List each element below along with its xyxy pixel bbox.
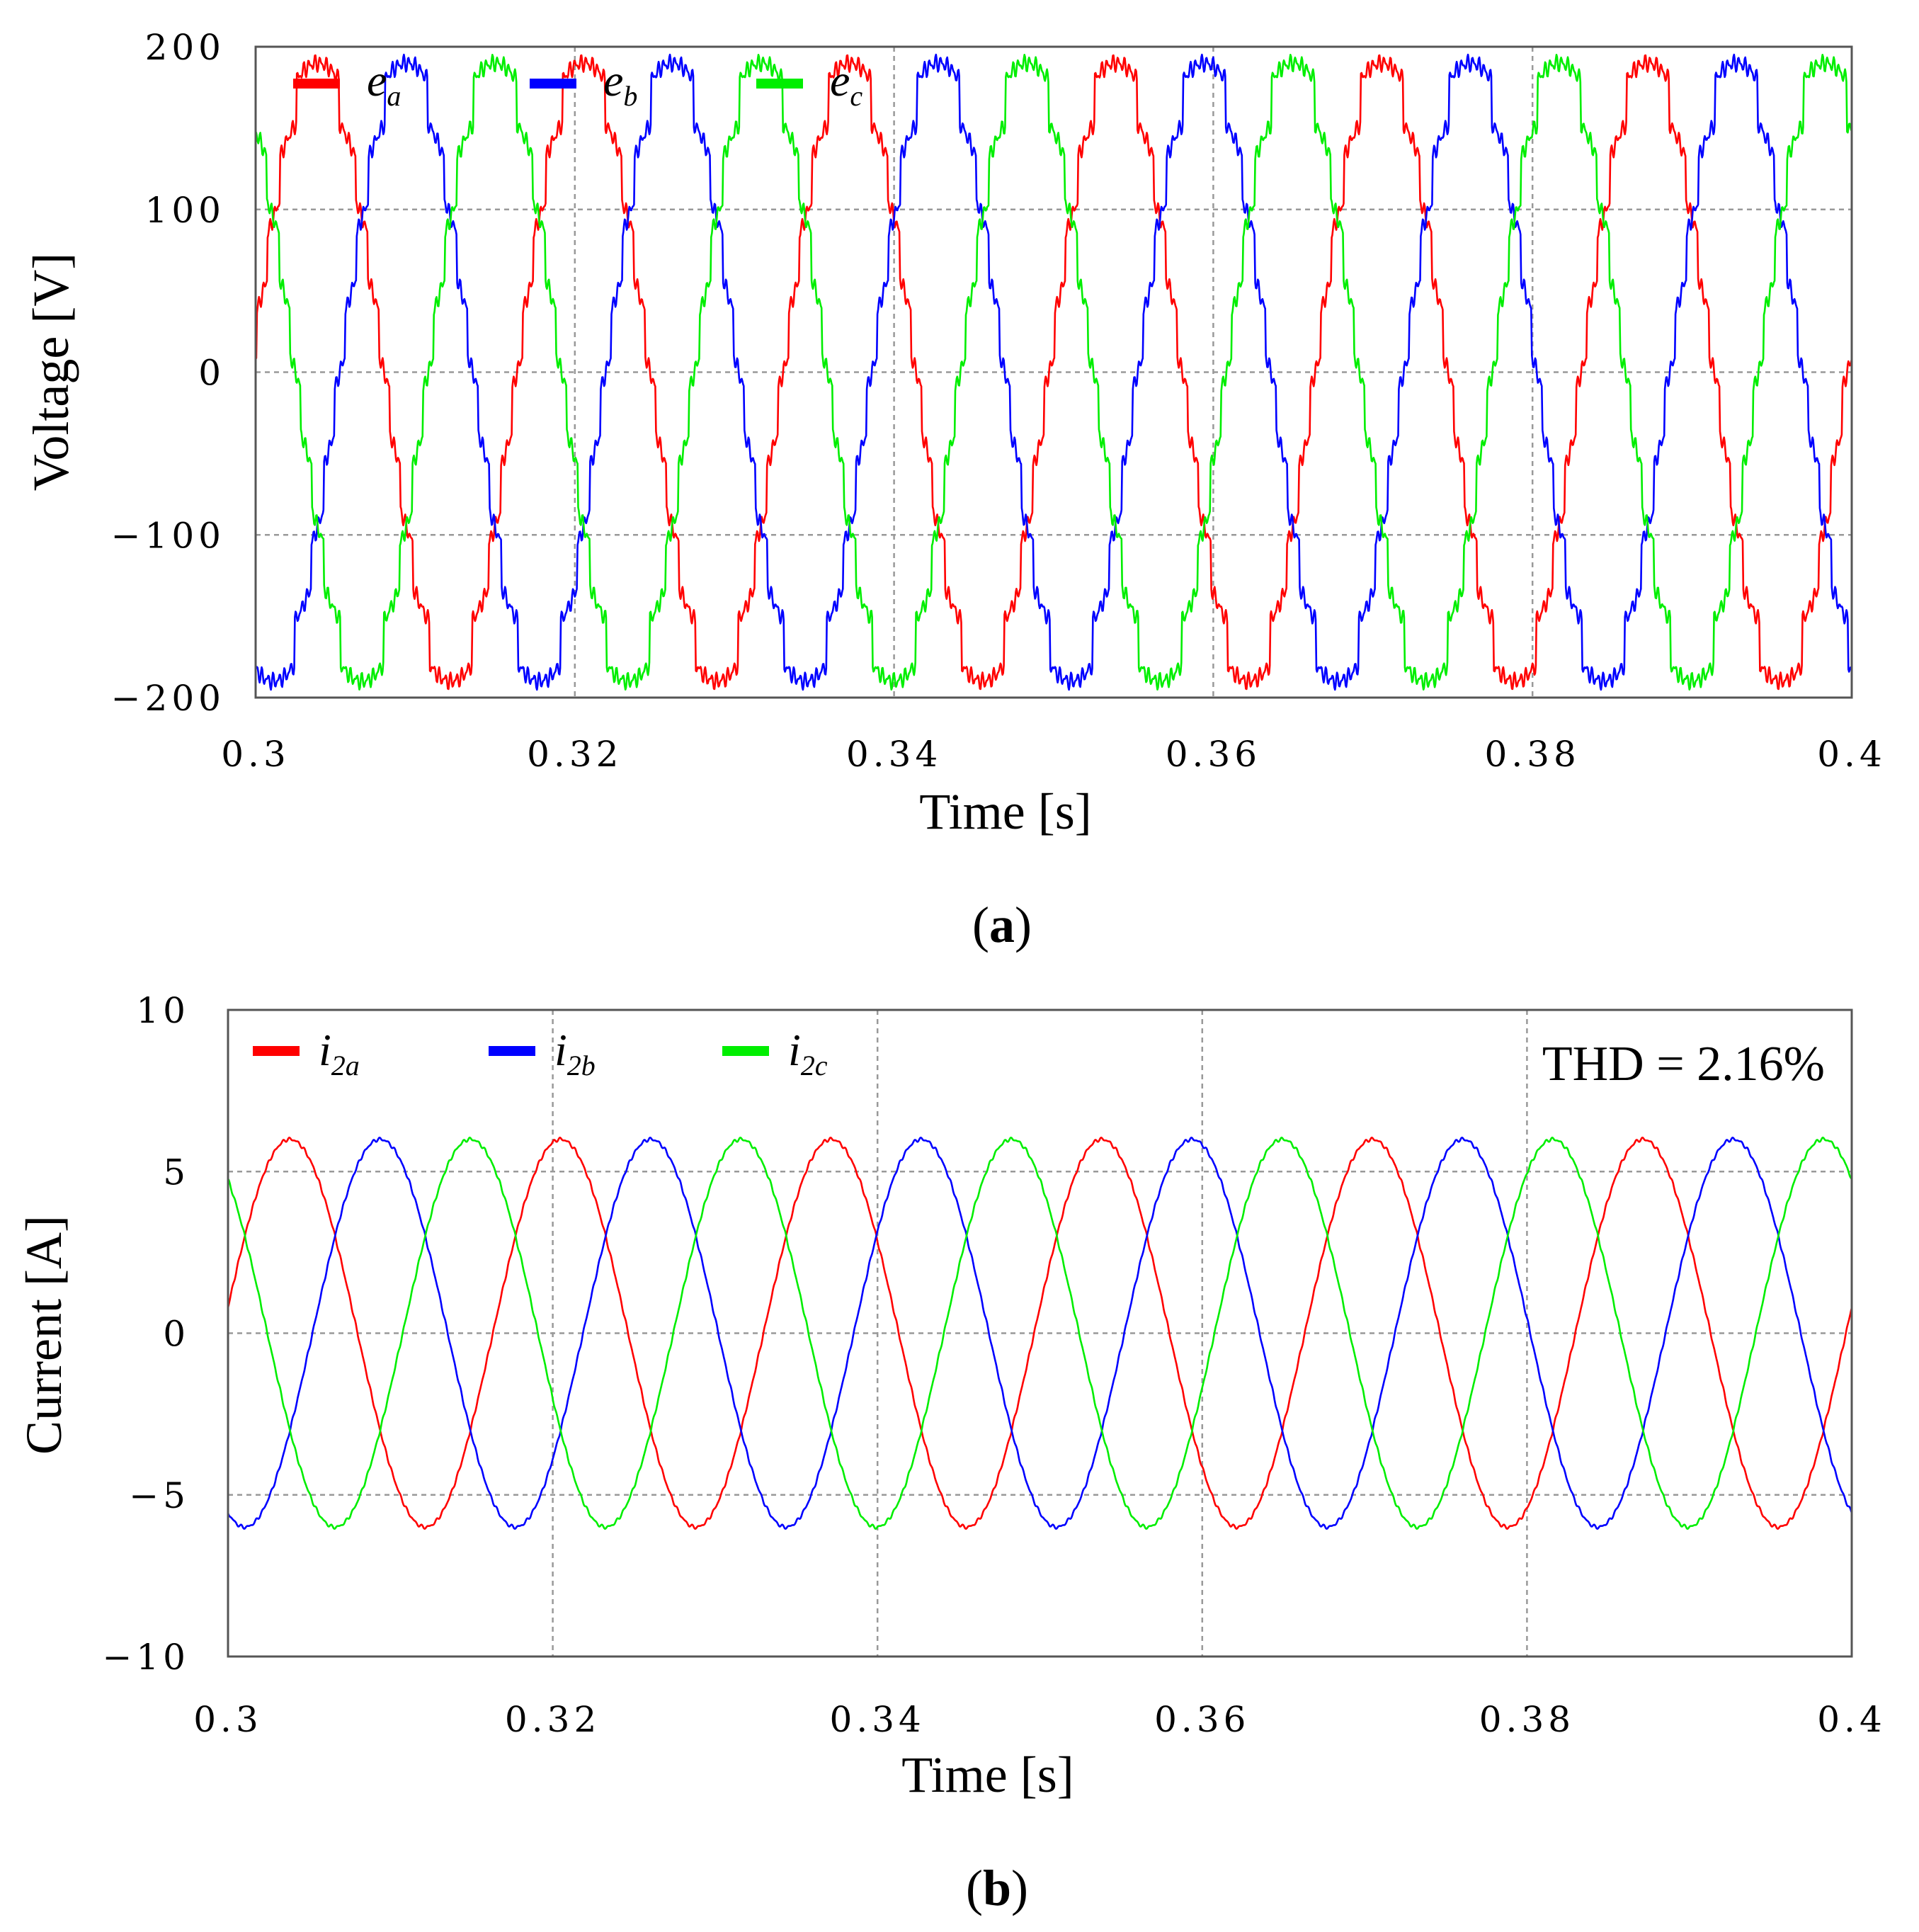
series-line-i2c bbox=[227, 1137, 1852, 1530]
y-tick-label: −10 bbox=[102, 1637, 190, 1678]
legend-swatch-ec bbox=[756, 79, 803, 89]
x-axis-label-a: Time [s] bbox=[919, 783, 1091, 840]
x-axis-label-b: Time [s] bbox=[901, 1746, 1074, 1803]
series-line-eb bbox=[255, 53, 1853, 691]
x-tick-label: 0.3 bbox=[221, 734, 290, 775]
legend-entry-eb: eb bbox=[530, 55, 637, 112]
series-line-i2a bbox=[227, 1137, 1853, 1530]
legend-a: ea eb ec bbox=[293, 55, 862, 112]
y-tick-label: −100 bbox=[111, 515, 225, 556]
x-tick-label: 0.32 bbox=[505, 1699, 600, 1740]
x-tick-label: 0.36 bbox=[1166, 734, 1261, 775]
series-lines-a bbox=[254, 53, 1853, 691]
legend-entry-i2a: i2a bbox=[253, 1025, 360, 1081]
x-tick-label: 0.38 bbox=[1479, 1699, 1575, 1740]
y-tick-label: 10 bbox=[136, 990, 190, 1031]
y-tick-label: 0 bbox=[198, 353, 225, 394]
legend-entry-i2b: i2b bbox=[489, 1025, 596, 1081]
legend-swatch-i2b bbox=[489, 1046, 535, 1056]
plot-frame-a bbox=[254, 45, 1853, 699]
legend-swatch-i2a bbox=[253, 1046, 300, 1056]
panel-a-voltage: 200 100 0 −100 −200 0.3 0.32 0.34 0.36 0.38 0.4 T… bbox=[23, 27, 1886, 953]
x-tick-labels-b: 0.3 0.32 0.34 0.36 0.38 0.4 bbox=[193, 1699, 1886, 1740]
plot-frame-b bbox=[227, 1008, 1853, 1658]
y-tick-label: −200 bbox=[111, 678, 225, 719]
y-tick-labels-a: 200 100 0 −100 −200 bbox=[111, 27, 225, 719]
legend-label-i2a: i2a bbox=[319, 1025, 360, 1081]
y-tick-label: −5 bbox=[129, 1475, 190, 1516]
caption-b: (b) bbox=[966, 1860, 1028, 1916]
y-tick-label: 0 bbox=[163, 1314, 190, 1355]
y-axis-label-a: Voltage [V] bbox=[23, 253, 79, 491]
x-tick-label: 0.34 bbox=[830, 1699, 926, 1740]
panel-b-current: 10 5 0 −5 −10 0.3 0.32 0.34 0.36 0.38 0.4 Time [s… bbox=[16, 990, 1886, 1916]
legend-swatch-ea bbox=[293, 79, 340, 89]
legend-label-i2c: i2c bbox=[788, 1025, 828, 1081]
x-tick-label: 0.38 bbox=[1485, 734, 1581, 775]
legend-label-ec: ec bbox=[830, 55, 862, 112]
caption-a: (a) bbox=[972, 897, 1032, 953]
legend-swatch-eb bbox=[530, 79, 576, 89]
thd-annotation: THD = 2.16% bbox=[1542, 1037, 1825, 1091]
legend-swatch-i2c bbox=[722, 1046, 769, 1056]
legend-entry-ea: ea bbox=[293, 55, 401, 112]
series-lines-b bbox=[227, 1137, 1853, 1530]
x-tick-label: 0.4 bbox=[1817, 734, 1886, 775]
x-tick-label: 0.4 bbox=[1817, 1699, 1886, 1740]
series-line-ec bbox=[254, 54, 1853, 691]
y-tick-label: 100 bbox=[145, 190, 225, 231]
y-tick-label: 5 bbox=[163, 1152, 190, 1193]
series-line-i2b bbox=[227, 1137, 1853, 1530]
y-tick-label: 200 bbox=[145, 27, 225, 68]
grid-a bbox=[256, 45, 1852, 699]
x-tick-label: 0.34 bbox=[846, 734, 942, 775]
x-tick-label: 0.3 bbox=[193, 1699, 263, 1740]
y-tick-labels-b: 10 5 0 −5 −10 bbox=[102, 990, 190, 1678]
legend-label-eb: eb bbox=[603, 55, 637, 112]
x-tick-label: 0.36 bbox=[1154, 1699, 1250, 1740]
legend-b: i2a i2b i2c bbox=[253, 1025, 828, 1081]
y-axis-label-b: Current [A] bbox=[16, 1215, 72, 1455]
legend-label-i2b: i2b bbox=[554, 1025, 596, 1081]
legend-entry-ec: ec bbox=[756, 55, 862, 112]
grid-b bbox=[228, 1010, 1852, 1657]
x-tick-labels-a: 0.3 0.32 0.34 0.36 0.38 0.4 bbox=[221, 734, 1886, 775]
series-line-ea bbox=[254, 54, 1853, 691]
legend-entry-i2c: i2c bbox=[722, 1025, 828, 1081]
legend-label-ea: ea bbox=[367, 55, 401, 112]
x-tick-label: 0.32 bbox=[527, 734, 622, 775]
